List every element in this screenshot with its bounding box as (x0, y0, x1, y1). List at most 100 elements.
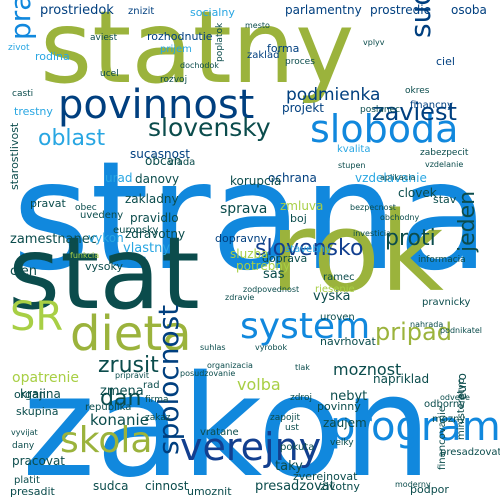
word-149: suhlas (200, 343, 226, 352)
word-116: poplatok (215, 22, 225, 62)
word-129: zapojit (270, 413, 300, 423)
word-46: presadit (10, 485, 56, 498)
word-16: spolocnost (152, 305, 185, 455)
word-35: osoba (451, 3, 487, 17)
word-29: zmena (100, 384, 144, 399)
word-92: rad (143, 380, 160, 391)
word-113: zivot (8, 43, 30, 53)
word-8: sud (404, 0, 437, 38)
word-70: zdravotny (125, 227, 185, 241)
word-85: znizit (128, 6, 154, 17)
word-65: zaujem (323, 416, 367, 430)
word-49: umoznit (187, 485, 232, 498)
word-17: slovensky (148, 113, 271, 142)
word-152: dochodok (180, 61, 219, 70)
word-30: sprava (220, 201, 267, 217)
word-104: platit (14, 475, 40, 486)
word-36: rozhodnutie (147, 30, 213, 43)
word-31: volba (237, 375, 281, 394)
word-84: zaklad (247, 50, 279, 61)
word-94: zivotny (320, 480, 360, 493)
word-9: sloboda (310, 107, 458, 151)
word-34: prostredie (370, 3, 431, 17)
word-48: sudca (93, 479, 128, 493)
word-73: uvedeny (80, 210, 123, 221)
word-148: vyrobok (255, 343, 287, 352)
word-125: pravnicky (422, 297, 471, 308)
word-68: dopravny (215, 232, 267, 245)
word-40: vlastny (123, 241, 170, 256)
word-150: okres (405, 86, 430, 96)
word-99: ministerstvo (456, 378, 467, 440)
word-111: trestny (14, 105, 53, 118)
word-43: zamestnanec (10, 232, 97, 247)
word-120: zdroj (290, 393, 312, 403)
word-51: ochrana (268, 171, 317, 185)
word-130: moderny (395, 480, 431, 489)
word-121: ust (285, 423, 299, 433)
word-78: financny (410, 100, 453, 111)
word-62: uroven (320, 312, 355, 323)
word-23: proti (385, 226, 436, 251)
word-61: vyska (313, 289, 350, 304)
word-147: obchodny (380, 213, 419, 222)
word-146: zdravie (225, 293, 254, 302)
word-54: pravidlo (130, 211, 179, 225)
word-57: obcan (145, 154, 182, 168)
word-5: stat (8, 215, 200, 332)
word-89: republika (85, 402, 131, 413)
word-114: ucel (100, 69, 119, 79)
word-86: rodina (35, 50, 70, 63)
word-47: cinnost (145, 479, 189, 493)
word-4: rok (270, 188, 444, 316)
word-90: skupina (16, 405, 59, 418)
word-124: funkcia (70, 251, 99, 260)
word-110: riesenie (315, 284, 355, 295)
word-134: poslanec (360, 105, 400, 115)
word-22: zrusit (98, 353, 159, 378)
word-50: pracovat (12, 454, 65, 468)
word-96: financovanie (437, 406, 448, 470)
word-102: odborny (424, 399, 465, 410)
word-142: aplikacia (380, 173, 415, 182)
word-13: program (330, 404, 500, 450)
word-6: povinnost (58, 82, 254, 128)
word-25: dan (100, 386, 141, 411)
word-82: forma (267, 42, 299, 55)
word-32: prostriedok (40, 3, 114, 18)
word-81: europsky (113, 225, 158, 236)
word-119: velky (330, 438, 354, 448)
word-108: sas (263, 267, 285, 282)
word-44: clen (10, 264, 37, 279)
word-83: ciel (436, 55, 455, 68)
word-76: pravat (30, 197, 66, 210)
word-26: moznost (333, 360, 401, 379)
word-100: podpor (410, 483, 449, 496)
word-66: nebyt (330, 389, 367, 404)
word-139: pripravit (115, 371, 149, 380)
word-105: zmluva (280, 199, 323, 213)
word-154: vplyv (363, 38, 385, 47)
word-38: aviest (90, 33, 118, 43)
word-123: zakaz (145, 413, 171, 423)
word-71: potrebny (236, 259, 290, 273)
word-138: podnikatel (440, 326, 482, 335)
word-131: organizacia (207, 361, 253, 370)
word-2: strana (12, 130, 490, 304)
word-132: nahrada (410, 320, 443, 329)
word-60: stav (433, 193, 457, 206)
word-41: organ (14, 388, 46, 401)
word-72: sluzba (230, 247, 268, 261)
word-24: jeden (455, 191, 480, 253)
word-75: obec (75, 203, 97, 213)
word-20: slovensko (255, 236, 363, 261)
word-140: tlak (295, 363, 310, 372)
word-63: navrhovat (320, 335, 377, 348)
word-64: povinny (317, 400, 361, 413)
word-117: proces (285, 57, 315, 67)
word-14: skola (60, 420, 152, 461)
word-39: sucasnost (130, 147, 190, 161)
word-77: prijem (160, 44, 192, 55)
word-15: SR (10, 294, 63, 340)
